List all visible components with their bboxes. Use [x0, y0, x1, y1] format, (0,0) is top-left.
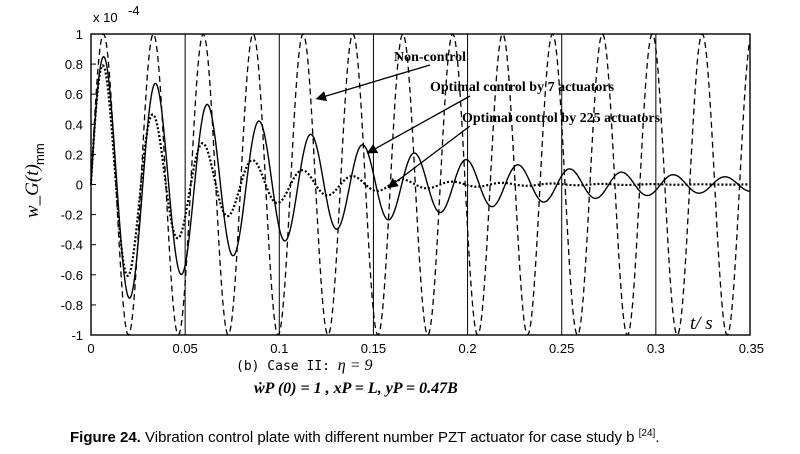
- caption-reference: [24]: [638, 428, 656, 439]
- y-axis-unit: mm: [32, 143, 47, 165]
- y-tick-label: -0.6: [61, 268, 83, 283]
- y-tick-label: 0.2: [65, 147, 83, 162]
- x-tick-label: 0.15: [361, 341, 386, 356]
- y-ticks: 1 0.8 0.6 0.4 0.2 0 -0.2 -0.4 -0.6 -0.8 -1: [61, 27, 96, 343]
- series-line-2: [90, 55, 751, 299]
- annotation-arrow: [387, 125, 471, 189]
- figure-caption: Figure 24. Vibration control plate with …: [70, 428, 659, 446]
- x-tick-label: 0.25: [549, 341, 574, 356]
- annotation-7-actuators: Optimal control by 7 actuators: [430, 80, 615, 95]
- x-tick-label: 0.3: [647, 341, 665, 356]
- y-tick-label: 0.4: [65, 117, 83, 132]
- annotation-arrow: [366, 95, 471, 154]
- exponent-label: x 10: [93, 10, 118, 25]
- x-tick-label: 0.1: [270, 341, 288, 356]
- y-tick-label: 0: [76, 178, 83, 193]
- exponent-power: -4: [128, 3, 140, 18]
- y-tick-label: -0.8: [61, 298, 83, 313]
- series-line-3: [89, 64, 750, 278]
- caption-text: Vibration control plate with different n…: [140, 429, 639, 446]
- x-tick-label: 0: [87, 341, 94, 356]
- y-tick-label: -0.4: [61, 238, 83, 253]
- subtitle-prefix: (b) Case II:: [236, 359, 338, 374]
- boundary-conditions: ẇP (0) = 1 , xP = L, yP = 0.47B: [254, 380, 458, 397]
- caption-end: .: [655, 429, 660, 446]
- x-tick-label: 0.2: [459, 341, 477, 356]
- y-tick-label: 1: [76, 27, 83, 42]
- y-tick-label: -1: [71, 328, 83, 343]
- subtitle: (b) Case II: η = 9: [236, 357, 372, 375]
- y-tick-label: 0.6: [65, 87, 83, 102]
- annotation-arrows: [315, 64, 471, 189]
- series-line-1: [90, 33, 751, 336]
- x-tick-label: 0.35: [739, 341, 764, 356]
- series-group: [89, 33, 751, 336]
- y-axis-label: w_G(t): [22, 164, 43, 218]
- x-ticks: 0 0.05 0.1 0.15 0.2 0.25 0.3 0.35: [87, 341, 764, 356]
- annotation-arrow: [315, 64, 431, 102]
- y-tick-label: -0.2: [61, 208, 83, 223]
- caption-label: Figure 24.: [70, 429, 141, 446]
- subtitle-eta: η = 9: [337, 357, 373, 374]
- annotation-225-actuators: Optimal control by 225 actuators: [462, 111, 661, 126]
- y-tick-label: 0.8: [65, 57, 83, 72]
- x-axis-label: t/ s: [690, 313, 713, 334]
- annotation-non-control: Non-control: [394, 50, 466, 65]
- x-tick-label: 0.05: [172, 341, 197, 356]
